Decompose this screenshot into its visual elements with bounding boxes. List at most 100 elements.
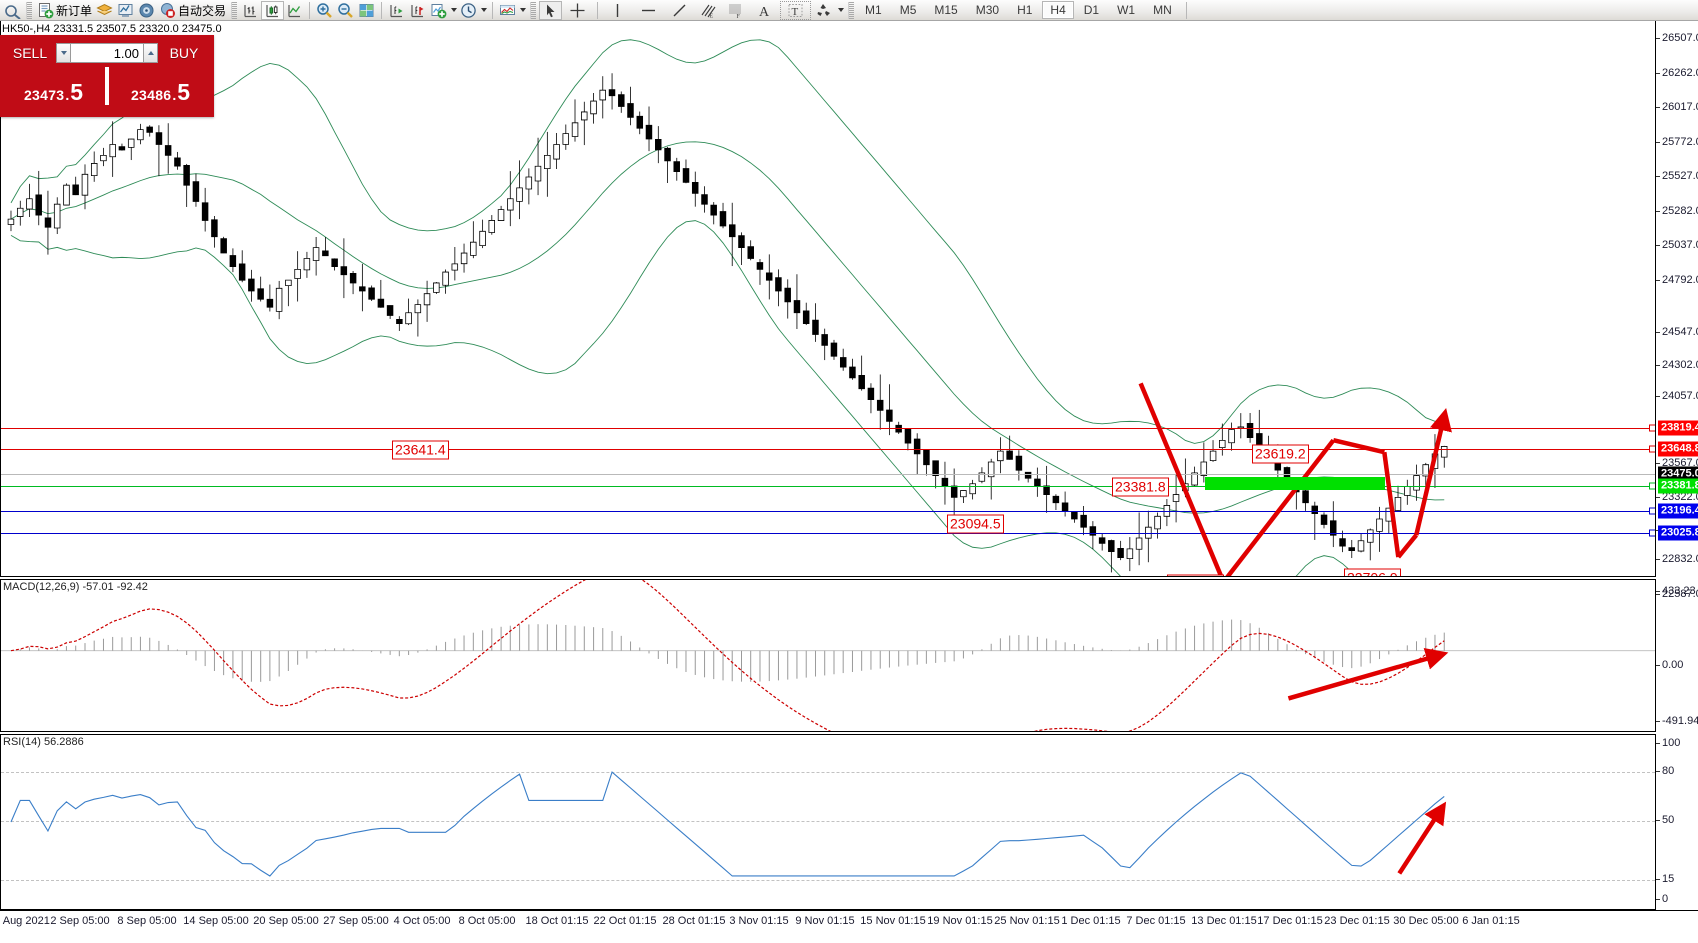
templates-dropdown[interactable] [518,2,527,19]
buy-button[interactable]: 23486 . 5 [109,67,212,105]
trend-arrows-overlay[interactable] [1,21,1655,576]
price-badge[interactable]: 23819.4 [1658,420,1698,436]
level-line-resistance-23819[interactable] [1,428,1655,429]
level-line-support-23025[interactable] [1,533,1655,534]
timeframe-button-m1[interactable]: M1 [865,3,882,17]
support-zone-rectangle[interactable] [1205,477,1385,490]
autotrade-button[interactable]: 自动交易 [157,1,228,20]
timeframe-button-mn[interactable]: MN [1153,3,1172,17]
toolbar-divider-3 [492,1,494,19]
price-badge[interactable]: 23025.8 [1658,525,1698,541]
volume-decrease-button[interactable] [56,42,71,63]
add-indicator-dropdown[interactable] [449,2,458,19]
sell-label: SELL [12,44,48,61]
new-order-label: 新订单 [56,3,93,18]
annotation-label[interactable]: 23381.8 [1112,477,1169,497]
price-badge[interactable]: 23648.8 [1658,441,1698,457]
bar-chart-button[interactable] [240,1,261,20]
price-tick: 24302.0 [1656,359,1698,371]
timeframe-button-d1[interactable]: D1 [1083,3,1100,17]
volume-input[interactable]: 1.00 [71,42,143,63]
chart-workspace[interactable]: 23641.4 23381.8 23094.5 23619.2 22655.0 22706… [0,21,1698,943]
add-indicator-button[interactable] [428,1,449,20]
book-button[interactable] [94,1,115,20]
arrows-tool-button[interactable] [811,1,836,20]
zoom-in-button[interactable] [314,1,335,20]
new-order-icon [39,2,54,18]
vertical-line-tool-button[interactable] [602,1,633,20]
data-window-button[interactable] [356,1,377,20]
svg-text:F: F [737,14,741,19]
time-tick: 15 Nov 01:15 [860,915,926,927]
signals-button[interactable] [136,1,157,20]
main-price-pane[interactable]: 23641.4 23381.8 23094.5 23619.2 22655.0 22706… [0,21,1656,577]
level-handle-resistance-23819[interactable] [1649,424,1655,432]
arrows-dropdown[interactable] [836,2,845,19]
time-tick: 30 Dec 05:00 [1393,915,1459,927]
annotation-label[interactable]: 22655.0 [1167,574,1224,576]
level-line-resistance-23648[interactable] [1,449,1655,450]
svg-text:A: A [759,5,770,19]
fibonacci-icon: F [729,4,742,19]
equidistant-channel-tool-button[interactable]: E [695,1,722,20]
terminal-icon-button[interactable] [2,1,23,20]
horizontal-line-tool-button[interactable] [633,1,664,20]
timeframe-button-m30[interactable]: M30 [975,3,1000,17]
buy-price-dot: . [172,87,177,103]
macd-histogram [11,620,1444,682]
timeframe-button-m15[interactable]: M15 [934,3,958,17]
market-watch-button[interactable] [115,1,136,20]
bollinger-band-line [11,40,1444,444]
macd-pane[interactable]: MACD(12,26,9) -57.01 -92.42 [0,579,1656,732]
crosshair-tool-button[interactable] [562,1,593,20]
candlestick-chart-button[interactable] [261,0,285,20]
buy-price-integer: 23486 [130,87,172,103]
annotation-label[interactable]: 22706.9 [1344,568,1401,576]
timeframe-button-w1[interactable]: W1 [1117,3,1136,17]
trendline-tool-button[interactable] [664,1,695,20]
text-label-tool-button[interactable]: T [780,0,812,20]
line-chart-button[interactable] [284,1,305,20]
time-tick: 14 Sep 05:00 [183,915,249,927]
text-tool-button[interactable]: A [749,1,780,20]
autotrade-icon [161,2,176,18]
price-badge[interactable]: 23381.8 [1658,478,1698,494]
new-order-button[interactable]: 新订单 [35,1,94,20]
timeframe-button-m5[interactable]: M5 [899,3,917,17]
price-tick: 24057.0 [1656,390,1698,402]
zoom-in-icon [317,2,332,18]
level-handle-support-23025[interactable] [1649,529,1655,537]
time-tick: 3 Nov 01:15 [729,915,789,927]
templates-button[interactable] [497,1,518,20]
level-line-support-23381[interactable] [1,486,1655,487]
rsi-pane[interactable]: RSI(14) 56.2886 [0,734,1656,910]
level-line-support-23196[interactable] [1,511,1655,512]
zoom-out-button[interactable] [335,1,356,20]
price-badge[interactable]: 23196.4 [1658,503,1698,519]
time-tick: 13 Dec 01:15 [1191,915,1257,927]
rsi-trend-arrow[interactable] [1,735,1655,909]
timeframe-button-h4[interactable]: H4 [1042,1,1074,19]
shift-chart-end-button[interactable] [407,1,428,20]
one-click-trading-panel[interactable]: SELL 1.00 BUY 23473 . 5 23486 . 5 [0,35,214,117]
cursor-tool-button[interactable] [539,0,563,20]
annotation-label[interactable]: 23641.4 [392,440,449,460]
rsi-tick: 50 [1656,814,1674,826]
price-axis[interactable]: 26507.0 26262.0 26017.0 25772.0 25527.0 25282… [1656,21,1698,910]
annotation-label[interactable]: 23094.5 [947,514,1004,534]
price-badge[interactable]: 23475.0 [1658,466,1698,482]
macd-trend-arrow[interactable] [1,580,1655,731]
timeframe-button-h1[interactable]: H1 [1017,3,1033,17]
volume-increase-button[interactable] [143,42,158,63]
sell-button[interactable]: 23473 . 5 [2,67,105,105]
period-dropdown[interactable] [479,2,488,19]
level-handle-support-23381[interactable] [1649,482,1655,490]
period-separator-button[interactable] [458,1,479,20]
shift-chart-start-button[interactable] [386,1,407,20]
fibonacci-tool-button[interactable]: F [722,1,749,20]
level-handle-resistance-23648[interactable] [1649,445,1655,453]
annotation-label[interactable]: 23619.2 [1252,444,1309,464]
level-handle-support-23196[interactable] [1649,507,1655,515]
level-line-current-price[interactable] [1,474,1655,475]
